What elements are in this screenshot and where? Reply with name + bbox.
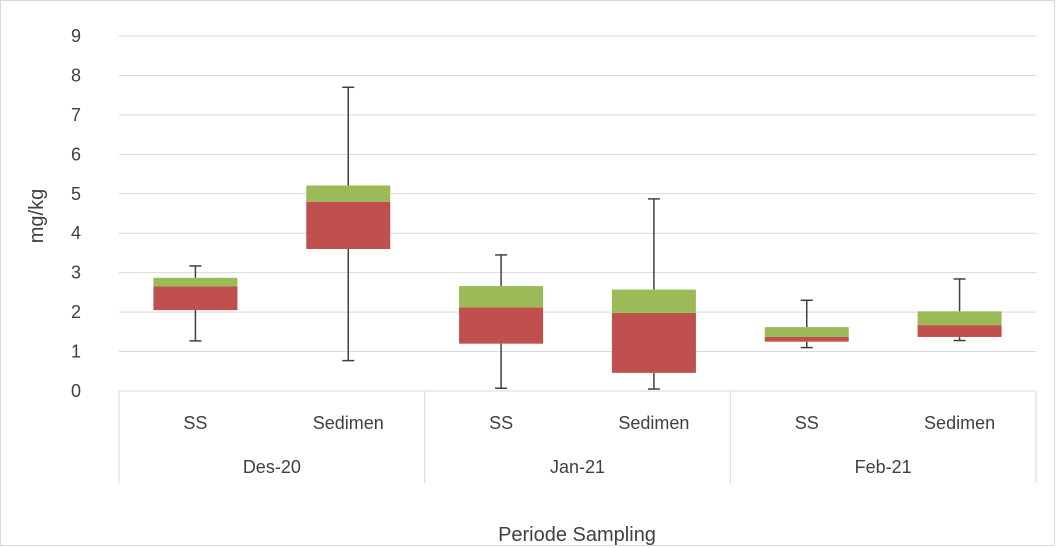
box-Feb-21-Sedimen (917, 278, 1002, 342)
box-lower (459, 307, 544, 344)
y-tick-label: 3 (71, 263, 81, 283)
x-group-label: Jan-21 (550, 457, 605, 477)
box-upper (459, 286, 544, 308)
y-tick-label: 5 (71, 184, 81, 204)
box-Feb-21-SS (764, 299, 849, 349)
box-upper (306, 185, 391, 202)
x-tick-label: Sedimen (313, 413, 384, 433)
x-tick-label: SS (489, 413, 513, 433)
y-tick-label: 4 (71, 223, 81, 243)
x-tick-label: SS (795, 413, 819, 433)
box-Jan-21-Sedimen (611, 198, 696, 390)
x-tick-label: Sedimen (618, 413, 689, 433)
box-Des-20-Sedimen (306, 86, 391, 362)
y-tick-label: 8 (71, 65, 81, 85)
boxes (153, 86, 1002, 390)
box-upper (153, 277, 238, 287)
box-upper (611, 289, 696, 313)
y-tick-label: 9 (71, 26, 81, 46)
box-lower (764, 336, 849, 342)
box-Jan-21-SS (459, 254, 544, 389)
y-axis-title: mg/kg (26, 189, 48, 243)
x-axis: SS Sedimen SS Sedimen SS Sedimen Des-20 Jan-21 F… (118, 390, 1037, 483)
box-lower (917, 325, 1002, 337)
x-axis-title: Periode Sampling (498, 524, 656, 546)
y-tick-label: 2 (71, 302, 81, 322)
box-lower (153, 286, 238, 311)
box-upper (917, 311, 1002, 326)
x-group-label: Feb-21 (855, 457, 912, 477)
y-tick-label: 7 (71, 105, 81, 125)
y-tick-label: 0 (71, 381, 81, 401)
x-group-label: Des-20 (243, 457, 301, 477)
x-tick-label: Sedimen (924, 413, 995, 433)
box-upper (764, 327, 849, 337)
box-Des-20-SS (153, 265, 238, 342)
box-lower (611, 312, 696, 373)
y-tick-label: 1 (71, 342, 81, 362)
y-tick-label: 6 (71, 144, 81, 164)
x-tick-label: SS (183, 413, 207, 433)
box-lower (306, 201, 391, 249)
y-axis-ticks: 0 1 2 3 4 5 6 7 8 9 (71, 26, 81, 401)
gridlines (119, 35, 1036, 353)
